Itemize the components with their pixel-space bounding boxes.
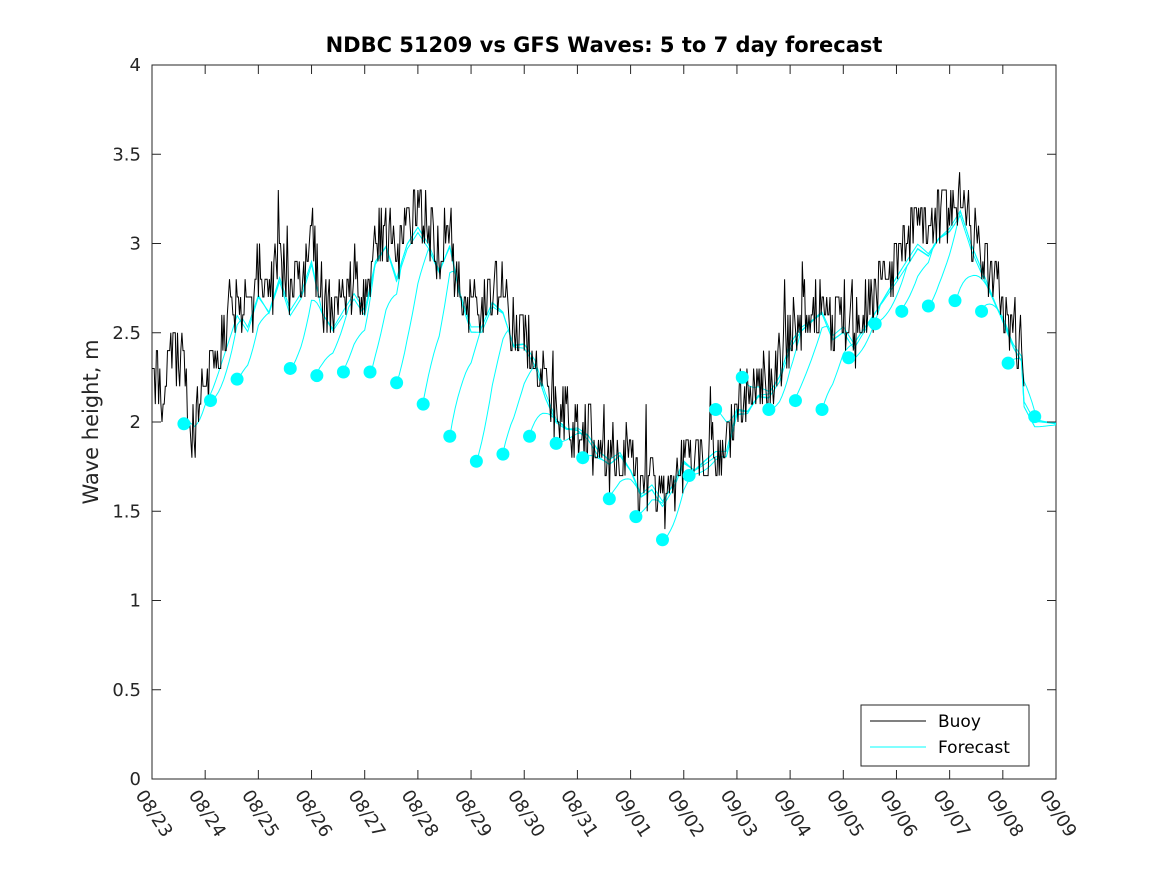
- forecast-marker: [1001, 356, 1015, 370]
- legend: Buoy Forecast: [860, 704, 1030, 767]
- forecast-marker: [602, 492, 616, 506]
- forecast-marker: [629, 510, 643, 524]
- forecast-marker: [842, 351, 856, 365]
- y-tick-label: 4: [130, 55, 141, 76]
- legend-box: [860, 704, 1030, 767]
- forecast-marker: [203, 394, 217, 408]
- forecast-marker: [283, 361, 297, 375]
- forecast-marker: [1028, 410, 1042, 424]
- forecast-marker: [363, 365, 377, 379]
- chart-title: NDBC 51209 vs GFS Waves: 5 to 7 day fore…: [326, 33, 883, 57]
- forecast-marker: [762, 403, 776, 417]
- y-tick-label: 2.5: [112, 323, 141, 344]
- forecast-marker: [549, 436, 563, 450]
- forecast-line: [608, 451, 717, 508]
- forecast-marker: [416, 397, 430, 411]
- forecast-marker: [975, 304, 989, 318]
- forecast-marker: [177, 417, 191, 431]
- forecast-line: [210, 262, 318, 401]
- forecast-marker: [895, 304, 909, 318]
- y-tick-label: 3.5: [112, 144, 141, 165]
- forecast-marker: [390, 376, 404, 390]
- axis-ticks: [151, 64, 1057, 780]
- forecast-marker: [443, 429, 457, 443]
- forecast-marker: [310, 369, 324, 383]
- forecast-marker: [496, 447, 510, 461]
- forecast-marker: [921, 299, 935, 313]
- forecast-markers: [177, 294, 1042, 547]
- forecast-marker: [815, 403, 829, 417]
- buoy-series: [152, 172, 1025, 530]
- buoy-line: [152, 172, 1025, 530]
- forecast-marker: [576, 451, 590, 465]
- forecast-marker: [469, 454, 483, 468]
- forecast-marker: [655, 533, 669, 547]
- y-tick-label: 3: [130, 234, 141, 255]
- plot-area: [151, 64, 1057, 780]
- forecast-marker: [682, 469, 696, 483]
- y-tick-label: 1: [130, 591, 141, 612]
- y-tick-label: 0.5: [112, 680, 141, 701]
- y-tick-label: 1.5: [112, 501, 141, 522]
- forecast-marker: [788, 394, 802, 408]
- y-tick-label: 2: [130, 412, 141, 433]
- y-tick-label: 0: [130, 769, 141, 790]
- forecast-marker: [948, 294, 962, 308]
- forecast-marker: [735, 370, 749, 384]
- legend-buoy-label: Buoy: [938, 712, 981, 732]
- forecast-marker: [230, 372, 244, 386]
- forecast-marker: [523, 429, 537, 443]
- y-axis-label: Wave height, m: [79, 339, 103, 504]
- legend-forecast-label: Forecast: [938, 738, 1010, 758]
- y-tick-labels: 0 0.5 1 1.5 2 2.5 3 3.5 4: [112, 55, 141, 790]
- forecast-marker: [868, 317, 882, 331]
- forecast-marker: [336, 365, 350, 379]
- forecast-marker: [709, 403, 723, 417]
